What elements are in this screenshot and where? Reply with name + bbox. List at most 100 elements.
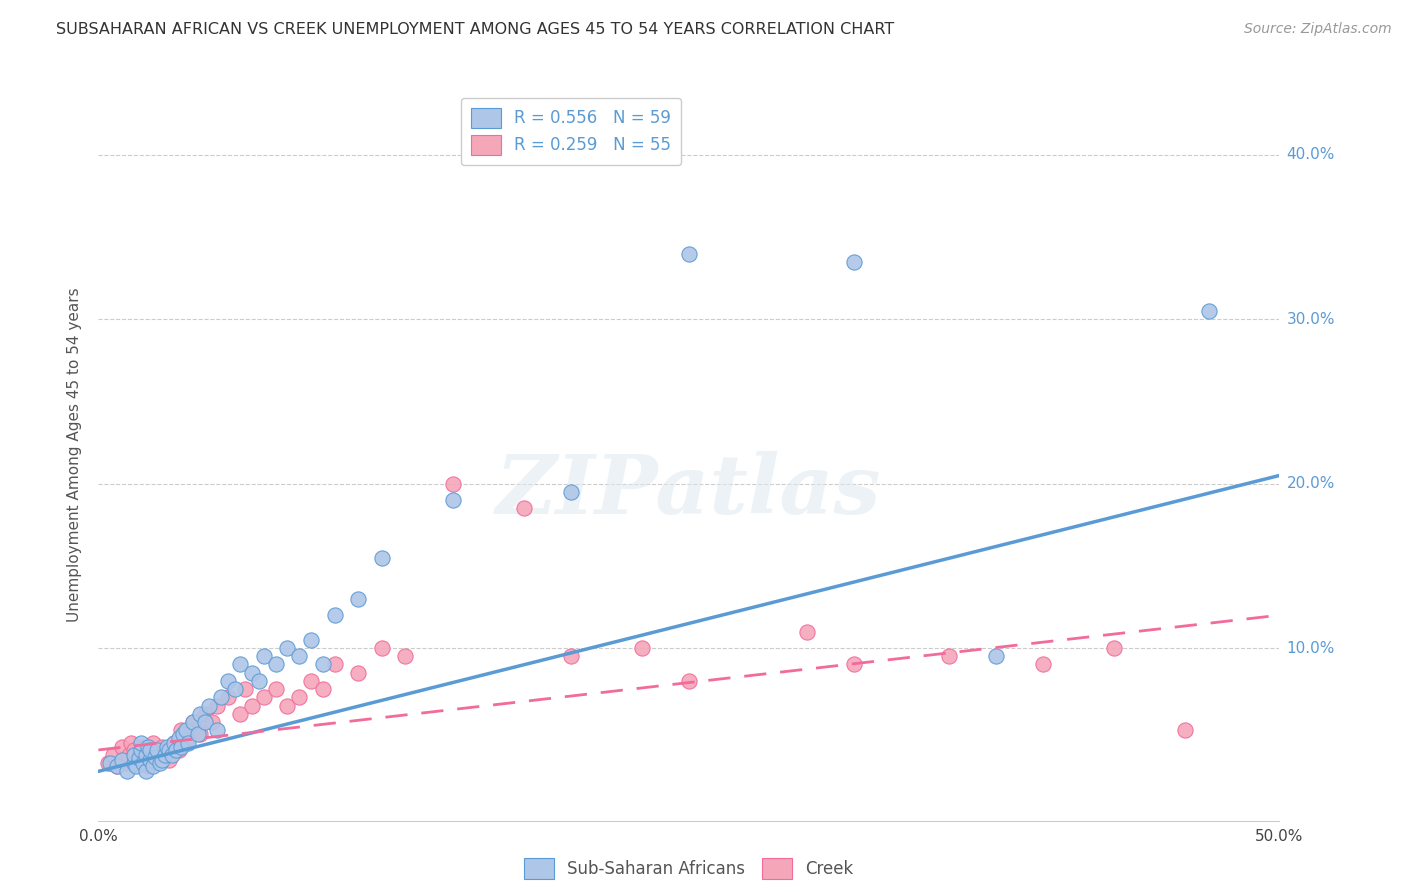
Point: [288, 690, 311, 705]
Point: [844, 657, 866, 672]
Point: [441, 493, 464, 508]
Point: [136, 759, 159, 773]
Point: [844, 254, 866, 268]
Text: 20.0%: 20.0%: [1286, 476, 1334, 491]
Point: [276, 698, 298, 713]
Point: [177, 736, 200, 750]
Point: [156, 739, 179, 754]
Point: [143, 749, 166, 764]
Point: [276, 641, 298, 656]
Point: [139, 753, 162, 767]
Point: [198, 698, 221, 713]
Point: [796, 624, 818, 639]
Point: [150, 753, 173, 767]
Point: [153, 743, 176, 757]
Point: [135, 747, 157, 762]
Point: [163, 736, 186, 750]
Point: [441, 476, 464, 491]
Point: [111, 739, 134, 754]
Point: [188, 726, 211, 740]
Point: [323, 657, 346, 672]
Y-axis label: Unemployment Among Ages 45 to 54 years: Unemployment Among Ages 45 to 54 years: [67, 287, 83, 623]
Point: [139, 743, 162, 757]
Point: [371, 641, 394, 656]
Point: [115, 756, 138, 771]
Point: [121, 736, 143, 750]
Point: [146, 747, 169, 762]
Point: [630, 641, 652, 656]
Point: [129, 743, 152, 757]
Point: [165, 743, 187, 757]
Point: [288, 649, 311, 664]
Point: [1198, 304, 1220, 318]
Point: [253, 690, 276, 705]
Text: 30.0%: 30.0%: [1286, 312, 1334, 326]
Point: [128, 751, 150, 765]
Point: [128, 747, 150, 762]
Point: [105, 759, 128, 773]
Point: [217, 690, 239, 705]
Point: [142, 759, 165, 773]
Point: [177, 731, 200, 746]
Point: [194, 706, 217, 721]
Point: [101, 747, 124, 762]
Point: [136, 739, 159, 754]
Point: [170, 723, 193, 738]
Point: [105, 759, 128, 773]
Point: [125, 759, 148, 773]
Text: 10.0%: 10.0%: [1286, 640, 1334, 656]
Text: SUBSAHARAN AFRICAN VS CREEK UNEMPLOYMENT AMONG AGES 45 TO 54 YEARS CORRELATION C: SUBSAHARAN AFRICAN VS CREEK UNEMPLOYMENT…: [56, 22, 894, 37]
Point: [111, 753, 134, 767]
Point: [187, 723, 209, 738]
Point: [153, 747, 176, 762]
Point: [678, 673, 700, 688]
Point: [122, 743, 145, 757]
Point: [125, 756, 148, 771]
Point: [240, 698, 263, 713]
Point: [97, 756, 120, 771]
Point: [194, 714, 217, 729]
Point: [129, 753, 152, 767]
Point: [394, 649, 416, 664]
Point: [1174, 723, 1197, 738]
Point: [299, 673, 322, 688]
Point: [224, 682, 246, 697]
Point: [181, 714, 204, 729]
Point: [122, 756, 145, 771]
Point: [240, 665, 263, 680]
Point: [560, 649, 582, 664]
Point: [1032, 657, 1054, 672]
Legend: Sub-Saharan Africans, Creek: Sub-Saharan Africans, Creek: [517, 852, 860, 886]
Point: [167, 743, 190, 757]
Point: [209, 690, 232, 705]
Point: [150, 739, 173, 754]
Point: [1102, 641, 1125, 656]
Point: [229, 706, 252, 721]
Point: [132, 739, 155, 754]
Point: [984, 649, 1007, 664]
Point: [122, 747, 145, 762]
Point: [205, 723, 228, 738]
Point: [181, 714, 204, 729]
Point: [170, 739, 193, 754]
Point: [129, 736, 152, 750]
Point: [149, 756, 172, 771]
Point: [323, 608, 346, 623]
Point: [157, 743, 180, 757]
Point: [253, 649, 276, 664]
Point: [160, 747, 183, 762]
Point: [233, 682, 256, 697]
Point: [347, 591, 370, 606]
Point: [201, 714, 224, 729]
Point: [371, 550, 394, 565]
Point: [187, 726, 209, 740]
Point: [132, 756, 155, 771]
Point: [135, 747, 157, 762]
Point: [142, 736, 165, 750]
Point: [678, 246, 700, 260]
Point: [167, 731, 190, 746]
Point: [229, 657, 252, 672]
Point: [264, 657, 287, 672]
Point: [172, 726, 194, 740]
Point: [560, 484, 582, 499]
